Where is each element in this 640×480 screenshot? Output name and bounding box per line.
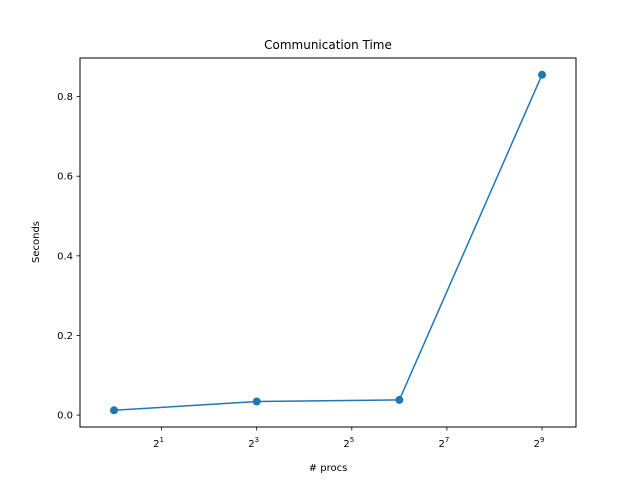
plot-frame (79, 57, 577, 428)
y-tick-label: 0.2 (57, 331, 73, 342)
data-point-marker (395, 395, 404, 404)
series-line (113, 74, 543, 412)
x-tick-exponent: 3 (255, 436, 259, 444)
x-tick-label: 21 (153, 436, 164, 450)
x-tick-base: 2 (343, 439, 349, 450)
chart-title: Communication Time (264, 38, 392, 52)
y-tick-label: 0.6 (57, 172, 73, 183)
y-axis-label: Seconds (31, 221, 42, 263)
data-point-marker (110, 406, 119, 415)
x-tick-exponent: 5 (350, 436, 354, 444)
x-tick-label: 23 (248, 436, 259, 450)
x-tick-label: 27 (438, 436, 449, 450)
x-tick-base: 2 (248, 439, 254, 450)
data-point-marker (252, 397, 261, 406)
y-tick-label: 0.8 (57, 92, 73, 103)
y-axis: 0.0 0.2 0.4 0.6 0.8 (57, 92, 80, 422)
x-tick-exponent: 7 (445, 436, 449, 444)
series-layer (110, 70, 547, 415)
y-tick-label: 0.0 (57, 411, 73, 422)
x-tick-exponent: 9 (540, 436, 544, 444)
data-point-marker (538, 70, 547, 79)
x-tick-label: 29 (534, 436, 545, 450)
x-axis: 21 23 25 27 29 (153, 427, 544, 450)
x-axis-label: # procs (309, 463, 348, 474)
x-tick-label: 25 (343, 436, 354, 450)
y-tick-label: 0.4 (57, 251, 73, 262)
x-tick-base: 2 (153, 439, 159, 450)
x-tick-exponent: 1 (160, 436, 164, 444)
x-tick-base: 2 (534, 439, 540, 450)
x-tick-base: 2 (438, 439, 444, 450)
